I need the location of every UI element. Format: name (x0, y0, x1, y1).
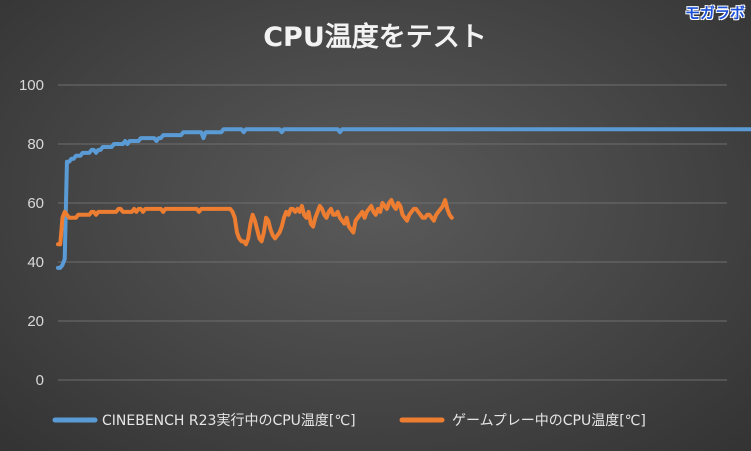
watermark-logo: モガラボ (684, 4, 745, 22)
y-tick-label: 100 (19, 77, 44, 94)
y-tick-label: 80 (27, 136, 44, 153)
series-line-1 (56, 127, 751, 270)
series-lines (56, 127, 751, 270)
y-tick-label: 0 (36, 372, 44, 389)
legend: CINEBENCH R23実行中のCPU温度[℃] ゲームプレー中のCPU温度[℃… (52, 413, 646, 429)
legend-label-1: CINEBENCH R23実行中のCPU温度[℃] (102, 413, 356, 429)
legend-label-2: ゲームプレー中のCPU温度[℃] (452, 413, 646, 429)
chart-title: CPU温度をテスト (263, 21, 487, 53)
y-tick-label: 60 (27, 195, 44, 212)
y-axis-ticks: 0 20 40 60 80 100 (19, 77, 44, 389)
y-tick-label: 20 (27, 313, 44, 330)
gridlines (58, 84, 727, 381)
y-tick-label: 40 (27, 254, 44, 271)
series-line-2 (56, 198, 454, 247)
